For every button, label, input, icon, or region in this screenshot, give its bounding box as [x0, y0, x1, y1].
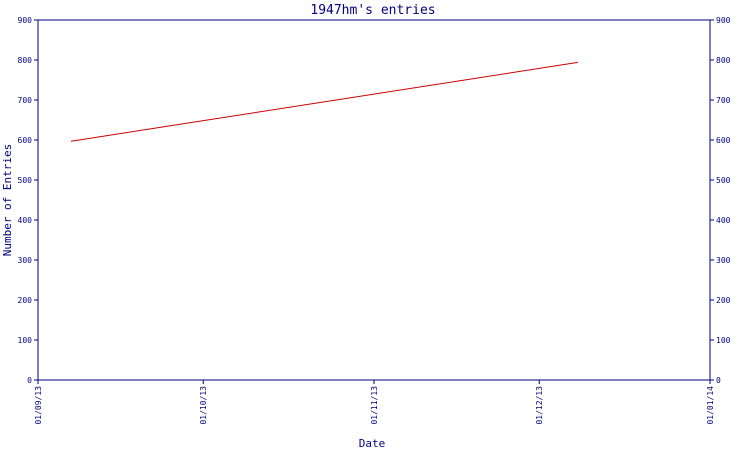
y-tick-label-right: 200	[716, 296, 731, 305]
series-layer	[70, 61, 578, 142]
y-axis-label: Number of Entries	[1, 144, 14, 257]
y-tick-label-right: 900	[716, 16, 731, 25]
plot-frame	[37, 19, 711, 381]
series-line	[70, 61, 578, 142]
x-tick-label: 01/12/13	[535, 386, 544, 425]
y-tick-label-right: 400	[716, 216, 731, 225]
y-tick-label-left: 100	[18, 336, 33, 345]
y-axis-right-ticks: 0 100 200 300 400 500 600 700 800 900	[710, 16, 731, 385]
y-tick-label-right: 800	[716, 56, 731, 65]
y-tick-label-left: 700	[18, 96, 33, 105]
y-tick-label-left: 600	[18, 136, 33, 145]
y-tick-label-right: 0	[716, 376, 721, 385]
y-tick-label-left: 300	[18, 256, 33, 265]
y-tick-label-right: 300	[716, 256, 731, 265]
x-tick-label: 01/01/14	[706, 386, 715, 425]
y-tick-label-left: 800	[18, 56, 33, 65]
chart-title: 1947hm's entries	[310, 3, 435, 18]
y-tick-label-left: 500	[18, 176, 33, 185]
y-tick-label-left: 900	[18, 16, 33, 25]
x-tick-label: 01/09/13	[34, 386, 43, 425]
y-tick-label-left: 0	[27, 376, 32, 385]
y-tick-label-right: 700	[716, 96, 731, 105]
x-tick-label: 01/10/13	[199, 386, 208, 425]
y-tick-label-right: 100	[716, 336, 731, 345]
y-axis-left-ticks: 0 100 200 300 400 500 600 700 800 900	[18, 16, 38, 385]
y-tick-label-right: 600	[716, 136, 731, 145]
y-tick-label-left: 400	[18, 216, 33, 225]
x-tick-label: 01/11/13	[370, 386, 379, 425]
x-axis-label: Date	[359, 437, 386, 450]
y-tick-label-left: 200	[18, 296, 33, 305]
x-axis-ticks: 01/09/13 01/10/13 01/11/13 01/12/13 01/01/14	[34, 380, 715, 425]
y-tick-label-right: 500	[716, 176, 731, 185]
